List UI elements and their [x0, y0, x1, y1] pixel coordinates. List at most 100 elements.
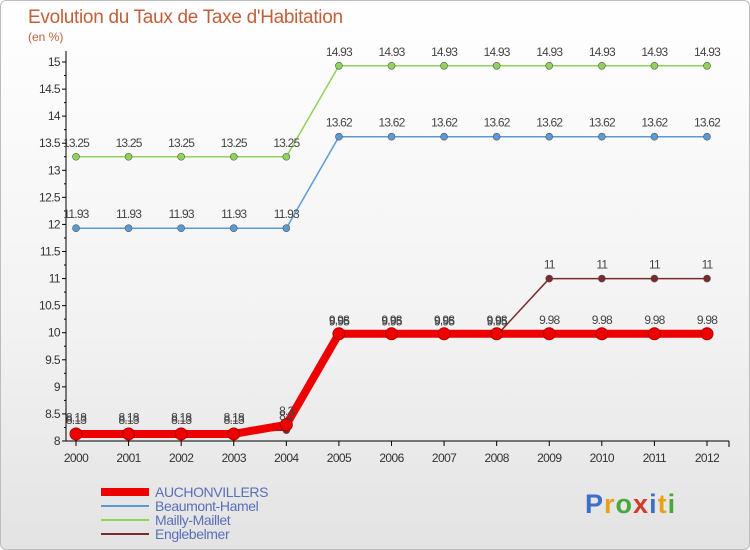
- data-label: 14.93: [694, 45, 721, 59]
- legend-item-auchonvillers: AUCHONVILLERS: [101, 485, 268, 499]
- data-point: [227, 427, 241, 441]
- legend-swatch: [101, 505, 149, 507]
- data-label: 9.95: [487, 314, 508, 328]
- data-label: 8.13: [224, 413, 245, 427]
- data-point: [72, 224, 80, 233]
- data-label: 8.18: [224, 410, 245, 424]
- chart-subtitle: (en %): [28, 30, 64, 44]
- data-point: [437, 327, 451, 341]
- data-point: [279, 418, 293, 432]
- legend-label: Englebelmer: [155, 526, 230, 542]
- data-point: [545, 132, 554, 141]
- proxiti-logo: Proxiti: [585, 489, 676, 520]
- data-label: 9.95: [329, 314, 350, 328]
- data-label: 9.98: [697, 313, 718, 327]
- data-label: 13.25: [63, 136, 90, 150]
- data-label: 14.93: [641, 45, 668, 59]
- data-label: 8.13: [119, 413, 140, 427]
- data-label: 13.25: [221, 136, 248, 150]
- x-tick-label: 2005: [327, 451, 352, 465]
- legend: AUCHONVILLERS Beaumont-Hamel Mailly-Mail…: [101, 485, 268, 541]
- x-tick-label: 2003: [222, 451, 247, 465]
- y-tick-label: 9.5: [45, 353, 61, 367]
- x-tick-label: 2010: [590, 451, 615, 465]
- y-tick-label: 10.5: [39, 299, 61, 313]
- data-point: [335, 61, 343, 70]
- data-label: 9.98: [381, 313, 402, 327]
- data-label: 9.95: [381, 314, 402, 328]
- data-label: 9.98: [487, 313, 508, 327]
- data-label: 11: [649, 258, 661, 272]
- data-label: 13.62: [536, 116, 563, 130]
- data-point: [387, 61, 396, 70]
- data-label: 13.25: [168, 136, 195, 150]
- data-label: 11.93: [116, 207, 142, 221]
- data-point: [598, 61, 606, 70]
- legend-item-mailly-maillet: Mailly-Maillet: [101, 513, 268, 527]
- x-tick-label: 2002: [169, 451, 194, 465]
- data-point: [542, 327, 556, 341]
- data-label: 8.18: [171, 410, 192, 424]
- y-tick-label: 12: [48, 217, 61, 231]
- logo-letter: r: [604, 489, 616, 519]
- data-point: [440, 61, 448, 70]
- data-label: 13.62: [378, 116, 405, 130]
- data-point: [177, 152, 185, 161]
- data-point: [545, 274, 554, 283]
- y-tick-label: 10: [48, 326, 61, 340]
- data-point: [72, 152, 80, 161]
- x-tick-label: 2001: [116, 451, 141, 465]
- chart-title: Evolution du Taux de Taxe d'Habitation: [28, 7, 343, 28]
- data-label: 8.18: [66, 410, 87, 424]
- data-label: 11.93: [169, 207, 195, 221]
- logo-letter: i: [667, 489, 677, 519]
- y-tick-label: 9: [54, 380, 61, 394]
- logo-letter: i: [649, 489, 658, 519]
- data-label: 14.93: [484, 45, 511, 59]
- data-point: [703, 274, 711, 283]
- data-point: [650, 274, 659, 283]
- data-label: 8.18: [119, 410, 140, 424]
- data-point: [335, 132, 343, 141]
- legend-label: AUCHONVILLERS: [155, 484, 269, 500]
- x-tick-label: 2008: [485, 451, 510, 465]
- data-label: 13.25: [273, 136, 300, 150]
- data-label: 8.13: [66, 413, 87, 427]
- y-tick-label: 14.5: [39, 82, 61, 96]
- y-tick-label: 8: [54, 434, 61, 448]
- data-point: [545, 61, 554, 70]
- legend-swatch: [101, 488, 149, 496]
- data-label: 9.98: [592, 313, 613, 327]
- x-tick-label: 2012: [695, 451, 720, 465]
- data-point: [387, 132, 396, 141]
- data-label: 13.62: [431, 116, 458, 130]
- data-point: [229, 224, 238, 233]
- data-label: 9.98: [434, 313, 455, 327]
- legend-item-englebelmer: Englebelmer: [101, 527, 268, 541]
- data-point: [598, 132, 606, 141]
- data-point: [650, 132, 659, 141]
- logo-letter: o: [615, 489, 634, 519]
- y-tick-label: 13: [48, 163, 61, 177]
- data-point: [282, 224, 291, 233]
- data-point: [492, 132, 501, 141]
- logo-letter: t: [657, 489, 668, 519]
- x-tick-label: 2009: [537, 451, 562, 465]
- data-point: [703, 61, 711, 70]
- data-label: 8.2: [279, 409, 294, 423]
- legend-label: Mailly-Maillet: [155, 512, 231, 528]
- x-tick-label: 2007: [432, 451, 457, 465]
- data-label: 11: [596, 258, 608, 272]
- data-point: [703, 132, 711, 141]
- data-point: [490, 327, 504, 341]
- x-tick-label: 2000: [64, 451, 89, 465]
- x-tick-label: 2004: [274, 451, 299, 465]
- logo-letter: P: [585, 489, 605, 519]
- data-point: [598, 274, 606, 283]
- data-point: [650, 61, 659, 70]
- data-point: [700, 327, 714, 341]
- data-label: 11.93: [221, 207, 247, 221]
- legend-swatch: [101, 533, 149, 535]
